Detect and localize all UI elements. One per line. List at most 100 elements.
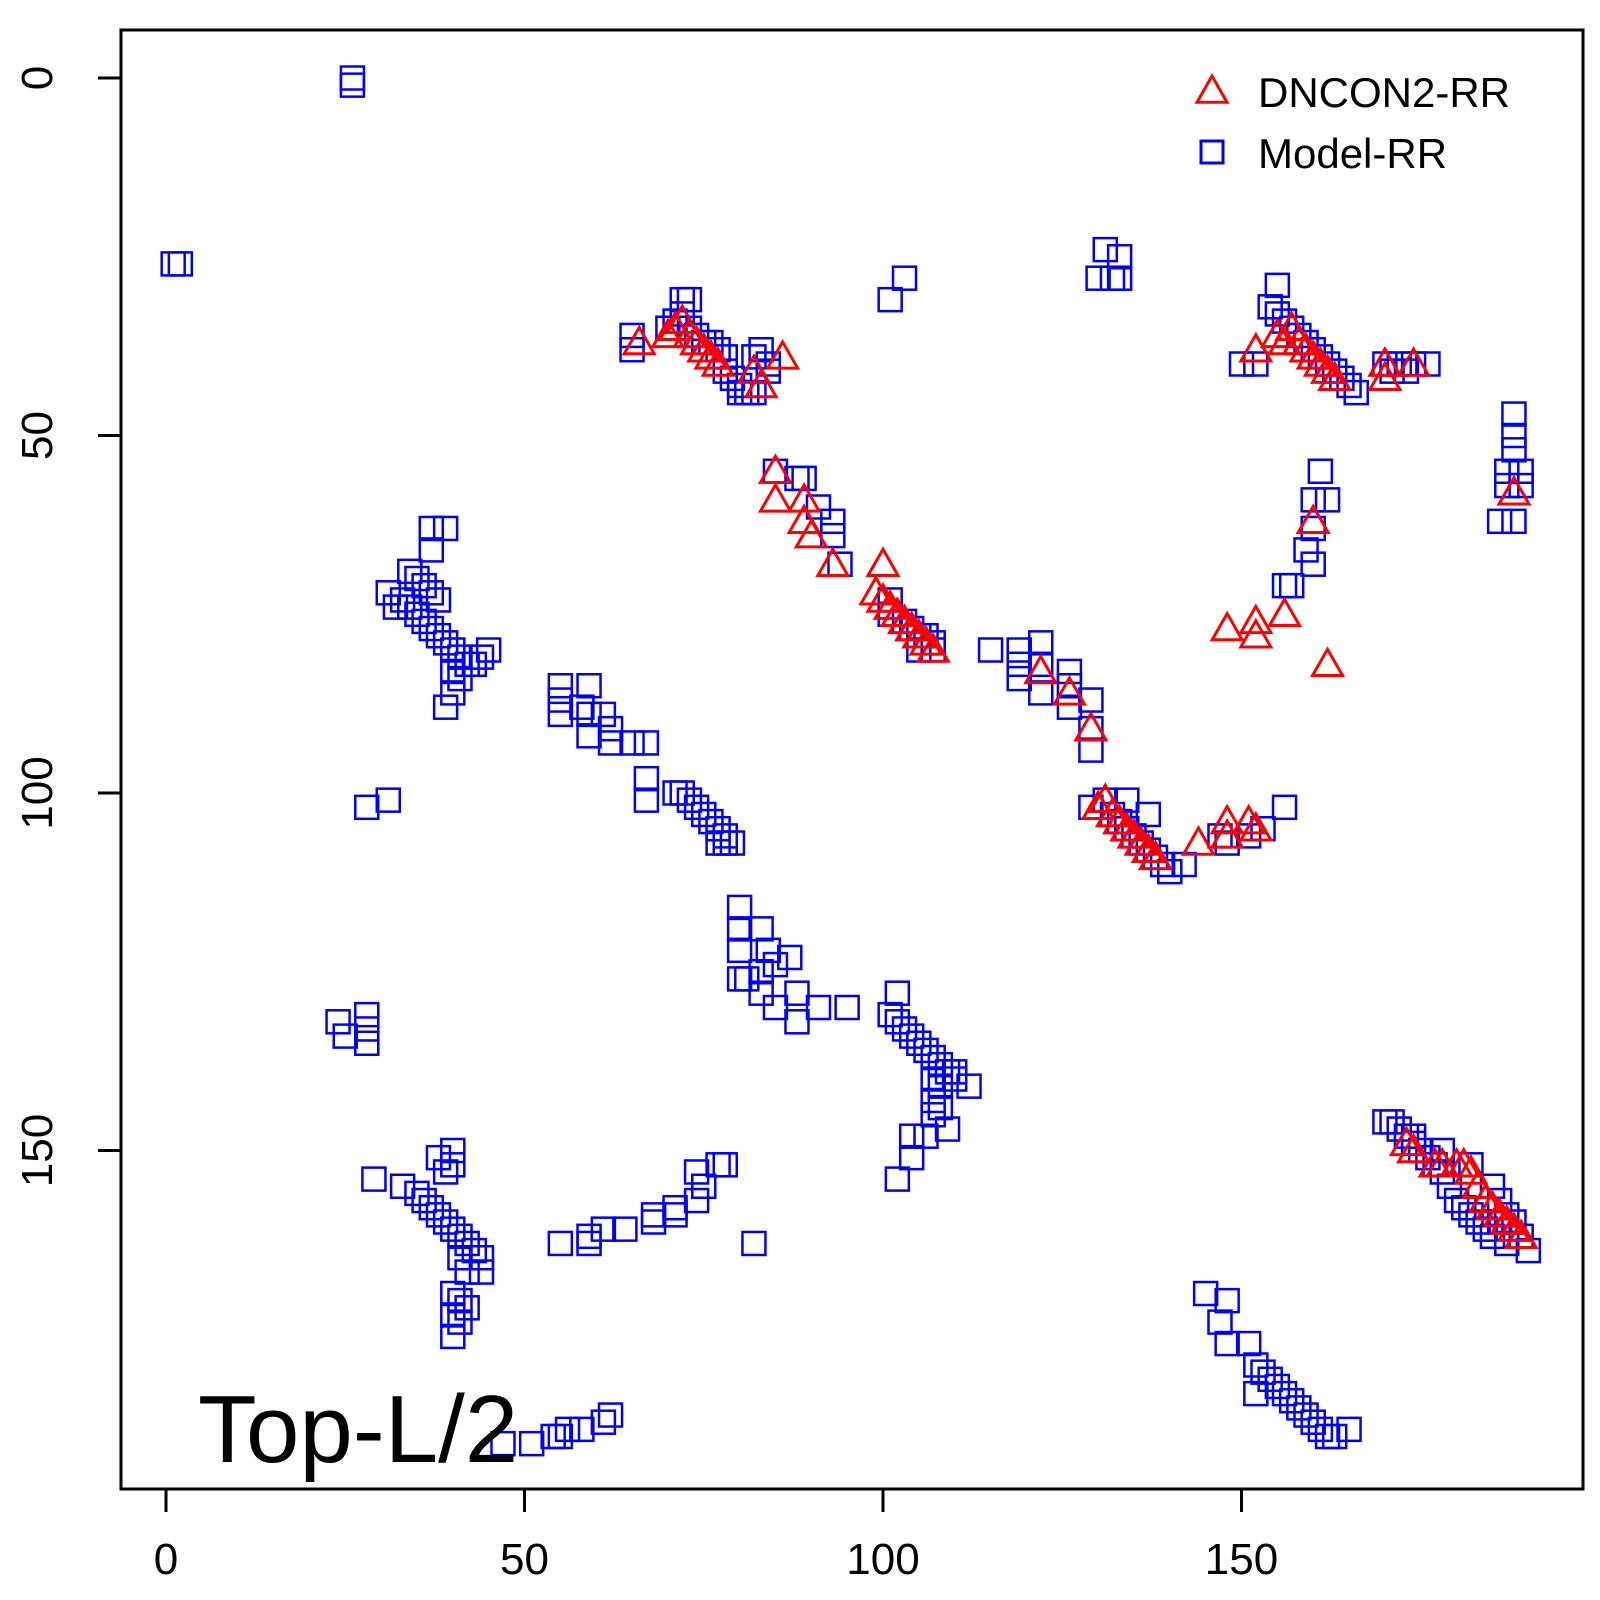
dncon2-rr-point [1496,1211,1532,1242]
model-rr-point [432,515,459,542]
model-rr-point [440,658,466,685]
model-rr-point [1235,1330,1262,1357]
model-rr-point [1501,422,1527,449]
model-rr-point [934,1116,961,1142]
model-rr-point [354,794,380,821]
dncon2-rr-point [1238,603,1274,635]
model-rr-point [1006,665,1032,692]
model-rr-point [468,1245,495,1271]
model-rr-point [712,830,739,856]
dncon2-rr-point [793,517,829,549]
model-rr-point [447,1287,473,1314]
model-rr-point [784,1009,810,1035]
model-rr-point [461,1237,488,1264]
model-rr-point [1494,458,1520,484]
model-rr-point [540,1423,566,1450]
model-rr-point [1006,651,1032,678]
model-rr-point [683,794,710,821]
model-rr-point [891,265,918,291]
model-rr-point [547,1423,574,1450]
model-rr-point [1006,637,1032,663]
model-rr-point [1501,437,1527,463]
model-rr-point [777,944,803,971]
model-rr-point [1336,372,1362,399]
dncon2-rr-point [1137,839,1174,871]
y-axis: 0 50 100 150 [13,66,123,1187]
model-rr-point [1085,265,1111,291]
dncon2-rr-point [1109,810,1145,842]
dncon2-rr-point [1395,345,1432,377]
model-rr-point [1314,1423,1341,1450]
model-rr-point [1056,658,1083,685]
model-rr-point [1314,487,1341,513]
model-rr-point [554,1416,581,1443]
legend-label-dncon2-rr: DNCON2-RR [1258,69,1510,116]
model-rr-point [1106,244,1133,270]
model-rr-point [719,365,746,392]
model-rr-point [1271,1380,1298,1407]
model-rr-point [1278,1388,1305,1414]
model-rr-point [633,730,660,756]
model-rr-point [734,966,760,992]
dncon2-rr-point [872,589,908,620]
model-rr-point [447,1309,473,1335]
model-rr-point [784,980,810,1006]
model-rr-point [404,601,430,627]
model-rr-point [590,701,617,728]
model-rr-point [1264,272,1291,299]
dncon2-rr-point [700,345,736,377]
dncon2-rr-point [1496,474,1532,506]
dncon2-rr-point [1295,503,1331,535]
dncon2-rr-point [1266,596,1303,627]
model-rr-point [1264,301,1291,327]
model-rr-point [454,1295,480,1321]
model-rr-point [741,1230,767,1257]
model-rr-point [411,572,437,599]
model-rr-point [1300,1409,1326,1435]
model-rr-point [1257,1366,1283,1393]
model-rr-point [941,1066,968,1092]
model-rr-point [1307,1416,1334,1443]
model-rr-point [884,980,911,1006]
x-tick-label: 50 [500,1535,549,1584]
dncon2-rr-point [1295,338,1331,370]
model-rr-point [1379,1109,1405,1135]
model-rr-point [397,594,423,620]
dncon2-rr-point [858,574,894,606]
model-rr-point [447,665,473,692]
model-rr-point [1214,1330,1240,1357]
model-rr-point [440,1323,466,1350]
model-rr-point [590,1409,617,1435]
model-rr-point [432,630,459,656]
model-rr-point [920,1102,946,1128]
model-rr-point [1501,401,1527,427]
model-rr-point [719,830,746,856]
model-rr-point [569,694,595,720]
dncon2-rr-point [865,546,901,577]
dncon2-rr-point [1238,617,1274,649]
model-rr-point [906,1030,932,1056]
dncon2-rr-point [1281,324,1317,356]
model-rr-point [726,916,753,942]
dncon2-rr-point [886,603,923,635]
model-rr-point [1501,508,1527,535]
model-rr-point [1027,651,1054,678]
dncon2-rr-point [1209,803,1245,835]
model-rr-point [160,251,186,277]
model-rr-point [741,344,767,370]
model-rr-point [1228,351,1255,377]
dncon2-rr-point [1503,1218,1539,1250]
model-rr-point [354,1030,380,1056]
dncon2-rr-point [1446,1146,1482,1178]
model-rr-point [898,1023,925,1049]
dncon2-rr-point [621,324,657,356]
model-rr-point [712,1152,739,1178]
model-rr-point [569,1416,595,1443]
model-rr-point [1271,572,1298,599]
model-rr-point [805,994,832,1021]
model-rr-point [1214,1287,1240,1314]
model-rr-point [633,787,660,813]
dncon2-rr-point [1231,803,1267,835]
model-rr-point [547,687,574,713]
dncon2-rr-point [786,481,822,513]
